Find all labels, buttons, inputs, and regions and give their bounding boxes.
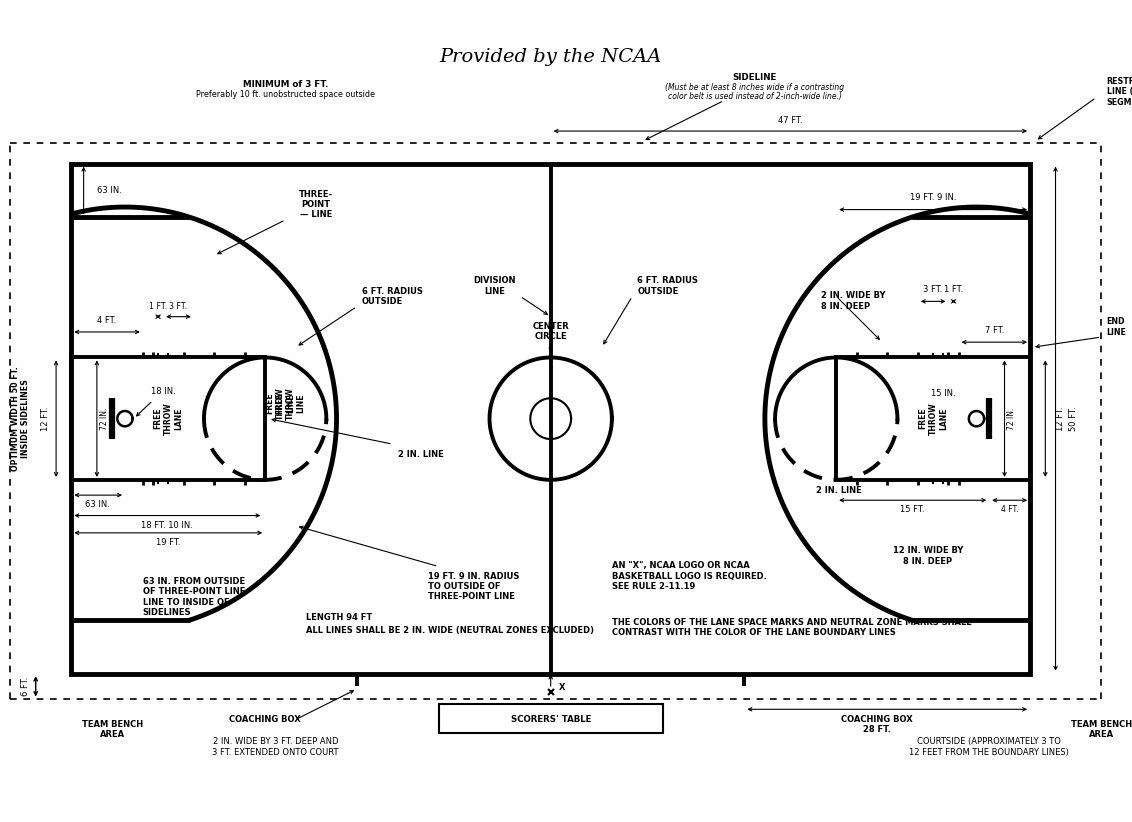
- Text: CENTER
CIRCLE: CENTER CIRCLE: [532, 321, 569, 341]
- Text: TEAM BENCH
AREA: TEAM BENCH AREA: [1071, 720, 1132, 740]
- Text: COURTSIDE (APPROXIMATELY 3 TO
12 FEET FROM THE BOUNDARY LINES): COURTSIDE (APPROXIMATELY 3 TO 12 FEET FR…: [909, 737, 1069, 757]
- Text: THREE-
POINT
— LINE: THREE- POINT — LINE: [299, 190, 333, 219]
- Text: 15 IN.: 15 IN.: [931, 390, 955, 398]
- Text: 63 IN. FROM OUTSIDE
OF THREE-POINT LINE
LINE TO INSIDE OF
SIDELINES: 63 IN. FROM OUTSIDE OF THREE-POINT LINE …: [143, 577, 246, 617]
- Text: 72 IN.: 72 IN.: [100, 408, 109, 430]
- Text: X: X: [559, 683, 565, 692]
- Text: 6 FT. RADIUS
OUTSIDE: 6 FT. RADIUS OUTSIDE: [637, 276, 698, 296]
- Text: END
LINE: END LINE: [1106, 317, 1126, 336]
- Text: SIDELINE: SIDELINE: [732, 72, 777, 81]
- Text: TEAM BENCH
AREA: TEAM BENCH AREA: [82, 720, 143, 740]
- Text: 72 IN.: 72 IN.: [1007, 408, 1017, 430]
- Text: THE COLORS OF THE LANE SPACE MARKS AND NEUTRAL ZONE MARKS SHALL
CONTRAST WITH TH: THE COLORS OF THE LANE SPACE MARKS AND N…: [612, 617, 971, 637]
- Text: 3 FT.: 3 FT.: [924, 285, 943, 294]
- Text: 12 FT.: 12 FT.: [42, 406, 51, 431]
- Text: FREE
THROW
LANE: FREE THROW LANE: [153, 402, 183, 435]
- Text: 19 FT.: 19 FT.: [156, 538, 180, 547]
- Text: 18 FT. 10 IN.: 18 FT. 10 IN.: [142, 520, 194, 529]
- Text: color belt is used instead of 2-inch-wide line.): color belt is used instead of 2-inch-wid…: [668, 92, 842, 101]
- Text: 2 IN. WIDE BY
8 IN. DEEP: 2 IN. WIDE BY 8 IN. DEEP: [821, 291, 885, 311]
- Text: Preferably 10 ft. unobstructed space outside: Preferably 10 ft. unobstructed space out…: [196, 90, 375, 99]
- Text: 18 IN.: 18 IN.: [151, 387, 175, 396]
- Text: 7 FT.: 7 FT.: [985, 326, 1004, 335]
- Text: FREE
THROW
LINE: FREE THROW LINE: [276, 387, 306, 420]
- Text: RESTRAINING
LINE (12-INCH
SEGMENTS): RESTRAINING LINE (12-INCH SEGMENTS): [1106, 77, 1132, 107]
- Text: 47 FT.: 47 FT.: [778, 116, 803, 125]
- Text: LENGTH 94 FT: LENGTH 94 FT: [306, 613, 372, 622]
- Text: FREE
THROW
LINE: FREE THROW LINE: [266, 387, 295, 420]
- Text: 19 FT. 9 IN.: 19 FT. 9 IN.: [910, 193, 957, 202]
- Text: AN "X", NCAA LOGO OR NCAA
BASKETBALL LOGO IS REQUIRED.
SEE RULE 2-11.19: AN "X", NCAA LOGO OR NCAA BASKETBALL LOG…: [612, 561, 766, 591]
- Text: MINIMUM of 3 FT.: MINIMUM of 3 FT.: [243, 80, 328, 89]
- Text: 50 FT.: 50 FT.: [1069, 406, 1078, 431]
- Text: COACHING BOX: COACHING BOX: [841, 715, 912, 724]
- Bar: [438, 704, 663, 732]
- Bar: [71, 358, 265, 480]
- Bar: [837, 358, 1030, 480]
- Text: 19 FT. 9 IN. RADIUS
TO OUTSIDE OF
THREE-POINT LINE: 19 FT. 9 IN. RADIUS TO OUTSIDE OF THREE-…: [428, 571, 520, 602]
- Text: 63 IN.: 63 IN.: [85, 501, 110, 510]
- Text: 4 FT.: 4 FT.: [1001, 506, 1019, 515]
- Text: 28 FT.: 28 FT.: [863, 725, 891, 734]
- Text: FREE
THROW
LANE: FREE THROW LANE: [918, 402, 947, 435]
- Text: 1 FT.: 1 FT.: [944, 285, 963, 294]
- Text: 2 IN. WIDE BY 3 FT. DEEP AND
3 FT. EXTENDED ONTO COURT: 2 IN. WIDE BY 3 FT. DEEP AND 3 FT. EXTEN…: [212, 737, 338, 757]
- Text: 2 IN. LINE: 2 IN. LINE: [397, 450, 444, 459]
- Text: 63 IN.: 63 IN.: [97, 186, 122, 195]
- Text: (Must be at least 8 inches wide if a contrasting: (Must be at least 8 inches wide if a con…: [666, 83, 844, 92]
- Text: 2 IN. LINE: 2 IN. LINE: [816, 486, 861, 495]
- Text: SCORERS' TABLE: SCORERS' TABLE: [511, 715, 591, 724]
- Text: 3 FT.: 3 FT.: [170, 302, 188, 311]
- Text: 12 IN. WIDE BY
8 IN. DEEP: 12 IN. WIDE BY 8 IN. DEEP: [893, 546, 963, 566]
- Text: COACHING BOX: COACHING BOX: [230, 715, 301, 724]
- Text: DIVISION
LINE: DIVISION LINE: [473, 276, 516, 296]
- Text: Provided by the NCAA: Provided by the NCAA: [439, 48, 662, 66]
- Text: 12 FT.: 12 FT.: [1055, 406, 1064, 431]
- Text: 6 FT.: 6 FT.: [22, 677, 29, 695]
- Text: 6 FT. RADIUS
OUTSIDE: 6 FT. RADIUS OUTSIDE: [362, 287, 423, 306]
- Text: 1 FT.: 1 FT.: [149, 302, 168, 311]
- Bar: [71, 164, 1030, 673]
- Text: OPTIMUM WIDTH 50 FT.
INSIDE SIDELINES: OPTIMUM WIDTH 50 FT. INSIDE SIDELINES: [10, 367, 31, 471]
- Text: ALL LINES SHALL BE 2 IN. WIDE (NEUTRAL ZONES EXCLUDED): ALL LINES SHALL BE 2 IN. WIDE (NEUTRAL Z…: [306, 626, 594, 635]
- Text: 15 FT.: 15 FT.: [900, 506, 925, 515]
- Text: 4 FT.: 4 FT.: [97, 316, 117, 325]
